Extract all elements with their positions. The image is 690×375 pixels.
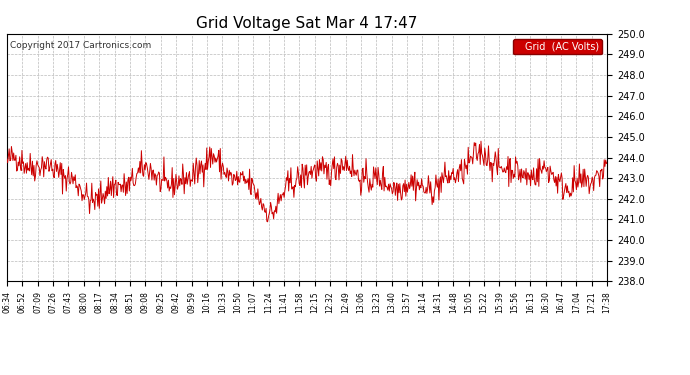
Title: Grid Voltage Sat Mar 4 17:47: Grid Voltage Sat Mar 4 17:47 — [197, 16, 417, 31]
Legend: Grid  (AC Volts): Grid (AC Volts) — [513, 39, 602, 54]
Text: Copyright 2017 Cartronics.com: Copyright 2017 Cartronics.com — [10, 41, 151, 50]
